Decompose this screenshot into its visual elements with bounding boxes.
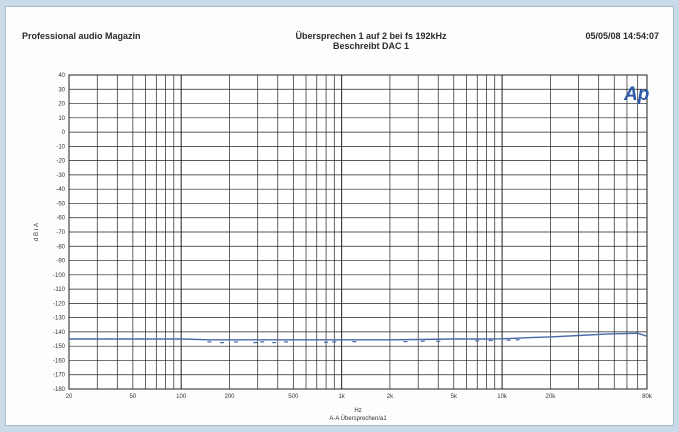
x-tick-label: 20 (66, 394, 73, 400)
y-tick-label: -180 (53, 387, 66, 393)
ap-logo: Ap (623, 84, 649, 105)
x-tick-label: 200 (224, 394, 235, 400)
x-tick-label: 10k (497, 394, 508, 400)
y-tick-label: -140 (53, 330, 66, 336)
y-tick-label: 10 (58, 116, 65, 122)
y-tick-label: -40 (56, 187, 65, 193)
x-tick-label: 1k (338, 394, 345, 400)
chart-subtitle: Beschreibt DAC 1 (332, 41, 410, 51)
y-tick-label: 40 (58, 73, 65, 79)
y-tick-label: -90 (56, 259, 65, 265)
y-tick-label: 0 (62, 130, 66, 136)
tick-labels: 403020100-10-20-30-40-50-60-70-80-90-100… (53, 73, 653, 400)
x-tick-label: 2k (387, 394, 394, 400)
y-tick-label: -20 (56, 159, 65, 165)
y-tick-label: -160 (53, 358, 66, 364)
y-tick-label: 20 (58, 102, 65, 108)
y-tick-label: 30 (58, 87, 65, 93)
x-tick-label: 100 (176, 394, 187, 400)
chart-title-block: Übersprechen 1 auf 2 bei fs 192kHz Besch… (246, 31, 496, 51)
x-tick-label: 50 (130, 394, 137, 400)
grid-lines (68, 74, 648, 390)
timestamp: 05/05/08 14:54:07 (585, 31, 659, 41)
x-tick-label: 20k (546, 394, 557, 400)
y-tick-label: -80 (56, 244, 65, 250)
series-line (69, 332, 648, 341)
y-tick-label: -70 (56, 230, 65, 236)
y-tick-label: -130 (53, 316, 66, 322)
y-tick-label: -50 (56, 201, 65, 207)
y-axis-label: d B r A (34, 223, 40, 241)
chart-plot: 403020100-10-20-30-40-50-60-70-80-90-100… (34, 73, 653, 422)
y-tick-label: -110 (53, 287, 65, 293)
x-tick-label: 80k (642, 394, 653, 400)
y-tick-label: -100 (53, 273, 66, 279)
y-tick-label: -120 (53, 301, 66, 307)
magazine-title: Professional audio Magazin (22, 31, 141, 41)
y-tick-label: -60 (56, 216, 65, 222)
series-group (69, 332, 648, 344)
y-tick-label: -150 (53, 344, 66, 350)
x-axis-sublabel: A-A Übersprechen/a1 (329, 415, 387, 422)
y-tick-label: -170 (53, 373, 66, 379)
chart-title: Übersprechen 1 auf 2 bei fs 192kHz (295, 31, 447, 41)
x-tick-label: 500 (288, 394, 299, 400)
x-axis-label: Hz (354, 408, 361, 414)
y-tick-label: -30 (56, 173, 65, 179)
x-tick-label: 5k (451, 394, 458, 400)
y-tick-label: -10 (56, 144, 65, 150)
chart-frame: Professional audio Magazin Übersprechen … (5, 6, 674, 426)
